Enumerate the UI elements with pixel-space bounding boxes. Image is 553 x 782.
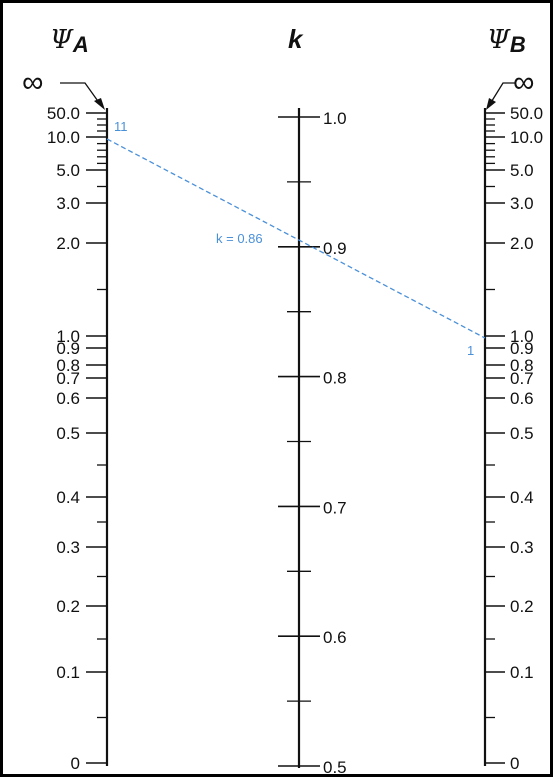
psi-b-tick-label: 0.2	[510, 597, 534, 616]
psi-a-tick-label: 0.2	[56, 597, 80, 616]
psi-b-header: ΨB	[487, 25, 526, 57]
psi-a-tick-label: 0.7	[56, 369, 80, 388]
psi-a-tick-label: 3.0	[56, 194, 80, 213]
psi-a-tick-label: 0.1	[56, 663, 80, 682]
psi-a-infinity-label: ∞	[22, 66, 43, 99]
psi-a-tick-label: 0.5	[56, 424, 80, 443]
psi-b-value-label: 1	[467, 343, 474, 358]
k-ticks: 1.0 0.9 0.8 0.7 0.6 0.5	[278, 109, 347, 777]
k-value-label: k = 0.86	[216, 231, 263, 246]
psi-b-tick-label: 50.0	[510, 104, 543, 123]
psi-a-infinity-arrowhead	[94, 98, 105, 110]
psi-a-symbol: Ψ	[50, 25, 74, 55]
psi-a-tick-label: 5.0	[56, 161, 80, 180]
psi-b-infinity-arrowhead	[486, 98, 496, 110]
psi-a-value-label: 11	[114, 119, 128, 134]
k-tick-label: 0.6	[323, 628, 347, 647]
psi-a-tick-label: 0	[71, 754, 80, 773]
k-header: k	[288, 24, 304, 54]
psi-a-tick-label: 0.3	[56, 538, 80, 557]
psi-b-tick-label: 0.3	[510, 538, 534, 557]
psi-b-tick-label: 0.9	[510, 339, 534, 358]
psi-b-tick-label: 0.1	[510, 663, 534, 682]
psi-a-tick-label: 0.4	[56, 488, 80, 507]
psi-a-header: ΨA	[50, 25, 89, 57]
psi-a-tick-label: 2.0	[56, 234, 80, 253]
minor-ticks	[97, 118, 495, 719]
psi-b-ticks: 50.0 10.0 5.0 3.0 2.0 1.00.90.80.70.6 0.5 0.4 0.…	[485, 104, 543, 773]
psi-a-ticks: 50.0 10.0 5.0 3.0 2.0 1.00.90.80.70.6 0.5 0.4 0.…	[47, 104, 107, 773]
psi-b-subscript: B	[510, 32, 526, 57]
k-tick-label: 1.0	[323, 109, 347, 128]
psi-b-infinity-leader	[489, 82, 515, 105]
k-tick-label: 0.7	[323, 498, 347, 517]
psi-b-tick-label: 2.0	[510, 234, 534, 253]
solution-line	[106, 138, 486, 339]
psi-b-tick-label: 0.8	[510, 356, 534, 375]
psi-b-tick-label: 10.0	[510, 128, 543, 147]
psi-b-tick-label: 3.0	[510, 194, 534, 213]
psi-a-tick-label: 0.6	[56, 389, 80, 408]
psi-a-tick-label: 0.8	[56, 356, 80, 375]
psi-b-tick-label: 0.4	[510, 488, 534, 507]
psi-a-infinity-leader	[60, 82, 101, 105]
k-tick-label: 0.9	[323, 239, 347, 258]
k-tick-label: 0.8	[323, 369, 347, 388]
psi-a-tick-label: 10.0	[47, 128, 80, 147]
psi-b-tick-label: 0.5	[510, 424, 534, 443]
psi-b-infinity-label: ∞	[513, 66, 534, 99]
psi-a-subscript: A	[72, 32, 89, 57]
psi-a-tick-label: 50.0	[47, 104, 80, 123]
psi-a-tick-label: 1.0	[56, 327, 80, 346]
psi-b-tick-label: 1.0	[510, 327, 534, 346]
psi-b-tick-label: 0	[510, 754, 519, 773]
psi-b-tick-label: 0.6	[510, 389, 534, 408]
k-tick-label: 0.5	[323, 758, 347, 777]
psi-b-tick-label: 5.0	[510, 161, 534, 180]
psi-b-symbol: Ψ	[487, 25, 511, 55]
psi-a-tick-label: 0.9	[56, 339, 80, 358]
psi-b-tick-label: 0.7	[510, 369, 534, 388]
